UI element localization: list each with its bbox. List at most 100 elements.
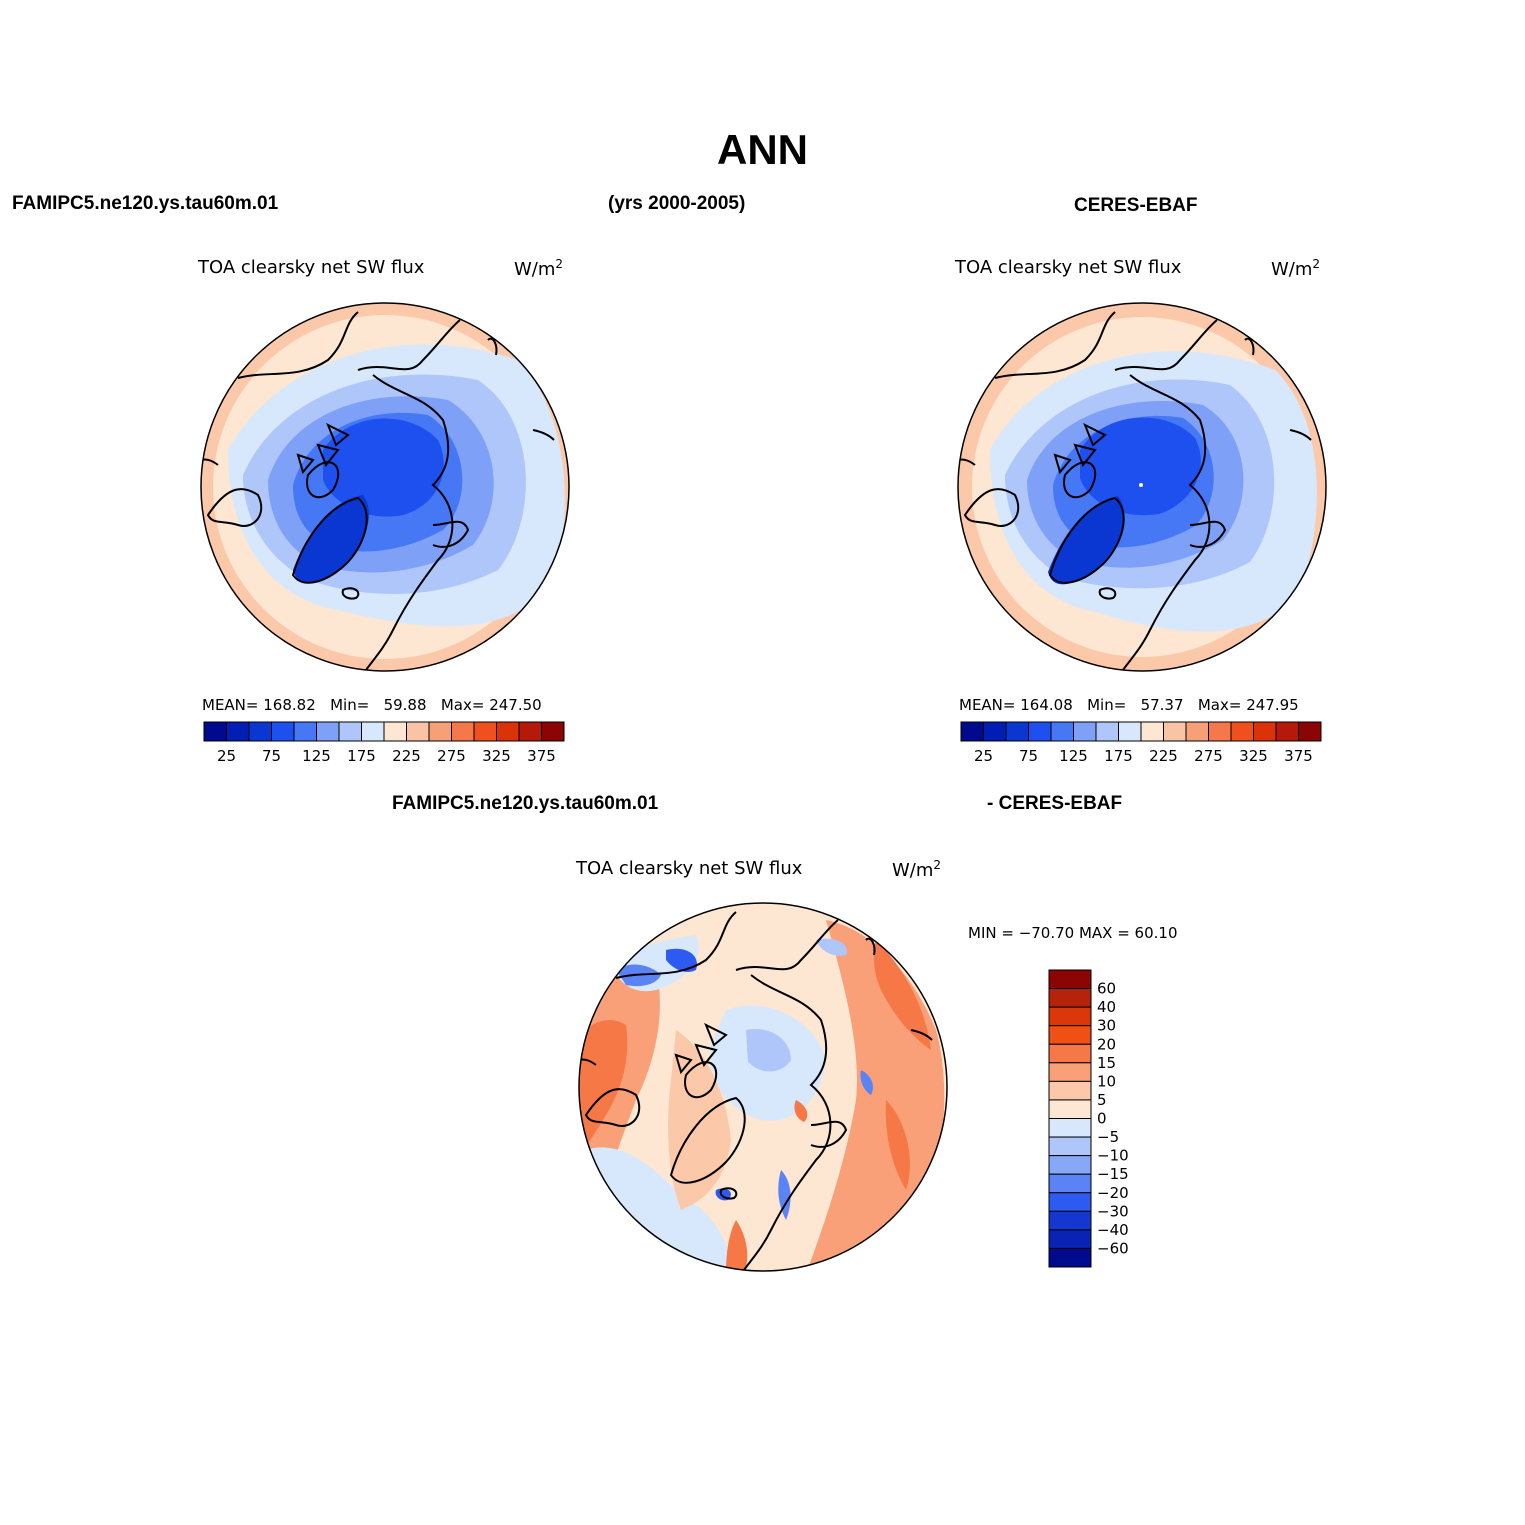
model-colorbar-swatch [203,721,227,742]
model-colorbar-tick-label: 75 [262,747,281,765]
difference-colorbar-swatch [1048,1173,1092,1194]
obs-colorbar-swatch [983,721,1007,742]
model-colorbar-swatch [518,721,542,742]
difference-colorbar-swatch [1048,1247,1092,1268]
difference-colorbar-tick-label: −5 [1097,1128,1119,1146]
diff-units: W/m2 [892,858,942,881]
obs-colorbar-tick-label: 275 [1194,747,1223,765]
obs-colorbar-tick-label: 325 [1239,747,1268,765]
model-colorbar-swatch [271,721,295,742]
model-colorbar-tick-label: 325 [482,747,511,765]
difference-colorbar-tick-label: −15 [1097,1165,1129,1183]
difference-colorbar-swatch [1048,1025,1092,1045]
obs-colorbar-tick-label: 25 [974,747,993,765]
model-polar-map [200,302,570,672]
years-header: (yrs 2000-2005) [608,193,746,214]
model-colorbar-tick-label: 175 [347,747,376,765]
obs-colorbar-swatch [1163,721,1187,742]
difference-colorbar-tick-label: −60 [1097,1239,1129,1257]
difference-colorbar-tick-label: 40 [1097,998,1116,1016]
case-name-header: FAMIPC5.ne120.ys.tau60m.01 [12,193,279,214]
model-colorbar-swatch [248,721,272,742]
difference-colorbar-tick-label: 20 [1097,1035,1116,1053]
panel2-units: W/m2 [1271,257,1321,280]
difference-colorbar-swatch [1048,969,1092,990]
obs-colorbar-swatch [1208,721,1232,742]
model-colorbar-swatch [428,721,452,742]
diff-obs-header: - CERES-EBAF [987,793,1123,814]
model-colorbar-swatch [338,721,362,742]
difference-colorbar-tick-label: 60 [1097,980,1116,998]
difference-colorbar-swatch [1048,1118,1092,1138]
obs-colorbar-tick-label: 175 [1104,747,1133,765]
difference-colorbar-tick-label: −40 [1097,1221,1129,1239]
obs-colorbar-tick-label: 375 [1284,747,1313,765]
model-colorbar-swatch [496,721,520,742]
obs-colorbar-swatch [1185,721,1209,742]
difference-colorbar-swatch [1048,1210,1092,1231]
obs-colorbar-swatch [1253,721,1277,742]
difference-polar-map [578,902,948,1272]
difference-colorbar-swatch [1048,1006,1092,1027]
difference-colorbar-tick-label: 30 [1097,1017,1116,1035]
obs-polar-map [957,302,1327,672]
obs-colorbar-swatch [1073,721,1097,742]
difference-colorbar-tick-label: −20 [1097,1184,1129,1202]
diff-title: TOA clearsky net SW flux [576,858,803,879]
difference-colorbar-swatch [1048,1155,1092,1175]
obs-colorbar-tick-label: 125 [1059,747,1088,765]
model-colorbar-tick-label: 25 [217,747,236,765]
difference-colorbar-swatch [1048,1062,1092,1082]
difference-colorbar-swatch [1048,1080,1092,1101]
model-colorbar-tick-label: 375 [527,747,556,765]
difference-colorbar-tick-label: 0 [1097,1110,1107,1128]
model-colorbar: 25 75 125 175 225 275 325 375 [203,721,565,765]
model-colorbar-swatch [473,721,497,742]
main-title: ANN [717,126,808,173]
difference-colorbar-swatch [1048,1043,1092,1064]
obs-colorbar-swatch [1275,721,1299,742]
model-colorbar-swatch [451,721,475,742]
obs-colorbar-swatch [1298,721,1322,742]
diff-minmax: MIN = −70.70 MAX = 60.10 [968,924,1178,942]
difference-colorbar-tick-label: −30 [1097,1202,1129,1220]
obs-colorbar-swatch [1095,721,1119,742]
obs-colorbar-tick-label: 225 [1149,747,1178,765]
difference-colorbar-swatch [1048,988,1092,1008]
obs-colorbar-swatch [1118,721,1142,742]
model-colorbar-swatch [541,721,565,742]
difference-colorbar-swatch [1048,1192,1092,1212]
obs-colorbar-swatch [1005,721,1029,742]
difference-colorbar-tick-label: −10 [1097,1147,1129,1165]
difference-colorbar-swatch [1048,1229,1092,1249]
obs-colorbar-swatch [1050,721,1074,742]
model-colorbar-swatch [226,721,250,742]
obs-colorbar-swatch [1140,721,1164,742]
difference-colorbar-swatch [1048,1136,1092,1157]
model-colorbar-tick-label: 125 [302,747,331,765]
model-colorbar-swatch [383,721,407,742]
panel1-title: TOA clearsky net SW flux [198,257,425,278]
difference-colorbar-swatch [1048,1099,1092,1119]
model-colorbar-swatch [316,721,340,742]
obs-colorbar-tick-label: 75 [1019,747,1038,765]
model-colorbar-tick-label: 275 [437,747,466,765]
obs-colorbar-swatch [1028,721,1052,742]
obs-colorbar-swatch [960,721,984,742]
panel1-units: W/m2 [514,257,564,280]
model-colorbar-tick-label: 225 [392,747,421,765]
model-colorbar-swatch [406,721,430,742]
obs-colorbar: 25 75 125 175 225 275 325 375 [960,721,1322,765]
model-colorbar-swatch [293,721,317,742]
panel2-stats: MEAN= 164.08 Min= 57.37 Max= 247.95 [959,696,1299,714]
panel2-title: TOA clearsky net SW flux [955,257,1182,278]
difference-colorbar-tick-label: 15 [1097,1054,1116,1072]
diff-case-header: FAMIPC5.ne120.ys.tau60m.01 [392,793,659,814]
panel1-stats: MEAN= 168.82 Min= 59.88 Max= 247.50 [202,696,542,714]
obs-colorbar-swatch [1230,721,1254,742]
difference-colorbar-tick-label: 10 [1097,1072,1116,1090]
model-colorbar-swatch [361,721,385,742]
obs-name-header: CERES-EBAF [1074,195,1198,216]
difference-colorbar-tick-label: 5 [1097,1091,1107,1109]
